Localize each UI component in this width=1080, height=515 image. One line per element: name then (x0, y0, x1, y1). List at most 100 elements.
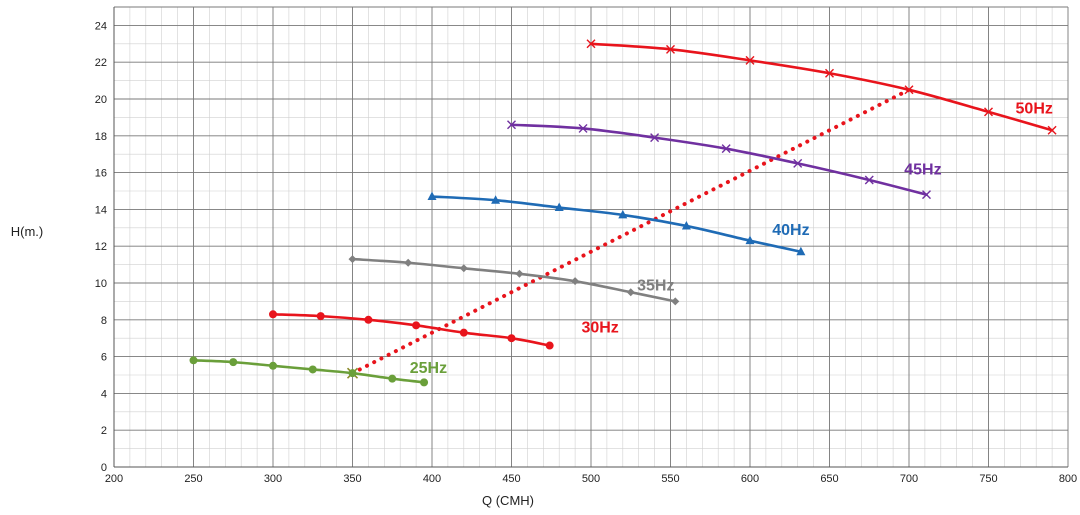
data-point-stroke (793, 158, 803, 168)
data-point (571, 277, 580, 286)
series-30hz (269, 310, 554, 350)
tick-labels: 200 250 300 350 400 450 500 550 600 650 700 750 800 0… (95, 20, 1077, 485)
y-tick-label: 8 (101, 315, 107, 327)
y-tick-label: 18 (95, 131, 107, 143)
data-point (412, 321, 421, 330)
data-point (650, 133, 660, 143)
x-tick-label: 500 (582, 473, 600, 485)
data-point (745, 55, 755, 65)
data-point-stroke (904, 85, 914, 95)
x-axis-title: Q (CMH) (482, 493, 534, 508)
y-tick-label: 12 (95, 241, 107, 253)
series-line-45hz (510, 123, 928, 196)
series-layer (189, 39, 1057, 387)
y-tick-label: 2 (101, 425, 107, 437)
data-point-stroke (825, 68, 834, 78)
data-point (269, 361, 277, 370)
series-line-30hz (271, 312, 551, 347)
data-point (427, 191, 437, 201)
data-point (491, 195, 501, 204)
data-point-stroke (984, 107, 993, 117)
data-point-stroke (578, 123, 588, 133)
data-point (984, 107, 993, 117)
data-point (904, 85, 914, 95)
y-tick-label: 22 (95, 57, 107, 69)
data-point (618, 209, 628, 219)
data-point (626, 288, 635, 297)
x-tick-label: 250 (184, 473, 202, 485)
x-tick-label: 350 (343, 473, 361, 485)
data-point (316, 312, 325, 321)
data-point (308, 365, 317, 374)
series-line-40hz (430, 195, 803, 254)
y-tick-label: 14 (95, 204, 107, 216)
y-tick-label: 0 (101, 462, 107, 474)
data-point-stroke (666, 44, 675, 54)
y-tick-label: 10 (95, 278, 107, 290)
data-point (364, 315, 373, 324)
series-label-40hz: 40Hz (772, 222, 809, 239)
series-40hz (427, 191, 806, 256)
data-point (796, 246, 806, 256)
y-tick-label: 20 (95, 94, 107, 106)
data-point (666, 44, 675, 54)
x-tick-label: 400 (423, 473, 441, 485)
data-point (671, 297, 680, 306)
series-35hz (348, 255, 680, 306)
x-tick-label: 550 (661, 473, 679, 485)
series-label-45hz: 45Hz (904, 161, 941, 178)
data-point (507, 120, 516, 130)
data-point (554, 202, 564, 212)
series-25hz (189, 356, 429, 387)
data-point (507, 334, 516, 343)
data-point (515, 269, 524, 278)
data-point (721, 144, 731, 154)
data-point-stroke (921, 190, 931, 200)
data-point (745, 235, 755, 245)
series-45hz (507, 120, 931, 200)
data-point (189, 356, 198, 365)
data-point (1047, 125, 1057, 135)
x-tick-label: 750 (979, 473, 997, 485)
data-point (229, 358, 238, 367)
data-point (825, 68, 834, 78)
series-label-35hz: 35Hz (637, 277, 674, 294)
series-label-25hz: 25Hz (410, 360, 447, 377)
x-tick-label: 800 (1059, 473, 1077, 485)
data-point (459, 264, 468, 273)
system-curve-line (350, 87, 911, 376)
data-point (269, 310, 277, 319)
data-point (921, 190, 931, 200)
series-line-35hz (351, 257, 677, 303)
y-tick-label: 16 (95, 168, 107, 180)
data-point-stroke (745, 55, 755, 65)
x-tick-label: 450 (502, 473, 520, 485)
x-tick-label: 600 (741, 473, 759, 485)
series-label-30hz: 30Hz (581, 320, 618, 337)
series-label-layer: 50Hz 45Hz 40Hz 35Hz 30Hz 25Hz (410, 101, 1053, 377)
y-tick-label: 4 (101, 388, 107, 400)
y-tick-label: 6 (101, 352, 107, 364)
data-point (459, 328, 468, 337)
data-point (348, 255, 357, 264)
data-point-stroke (864, 175, 874, 185)
y-tick-label: 24 (95, 20, 107, 32)
series-50hz (586, 39, 1057, 135)
data-point (388, 374, 397, 383)
major-grid (113, 6, 1069, 468)
data-point (404, 258, 413, 267)
data-point (586, 39, 596, 49)
data-point (578, 123, 588, 133)
data-point-stroke (721, 144, 731, 154)
x-tick-label: 300 (264, 473, 282, 485)
series-label-50hz: 50Hz (1016, 101, 1053, 118)
data-point-stroke (1047, 125, 1057, 135)
data-point-stroke (507, 120, 516, 130)
data-point-stroke (650, 133, 660, 143)
data-point-stroke (586, 39, 596, 49)
data-point (348, 369, 357, 378)
data-point (545, 341, 554, 350)
x-tick-label: 700 (900, 473, 918, 485)
